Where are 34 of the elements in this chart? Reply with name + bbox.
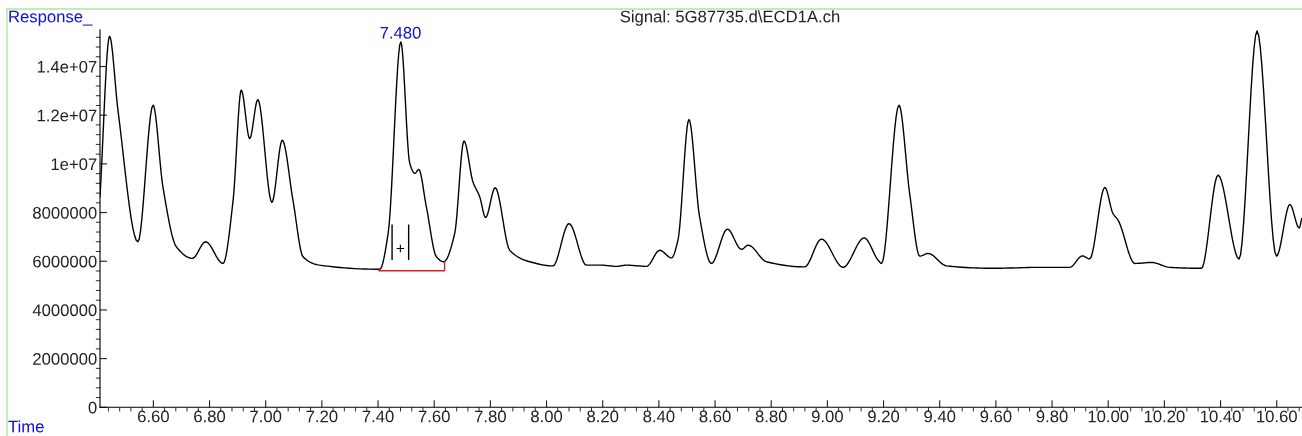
x-tick-label: 7.80	[475, 410, 506, 423]
x-tick-label: 7.20	[306, 410, 338, 423]
y-tick-label: 1.2e+07	[37, 109, 97, 122]
x-tick-label: 7.40	[362, 410, 394, 423]
x-tick-label: 9.00	[811, 410, 843, 423]
x-tick-label: 9.80	[1036, 410, 1068, 423]
annotation: 7.480	[380, 26, 421, 39]
y-tick-label: 1e+07	[51, 158, 97, 171]
chart-title: Signal: 5G87735.d\ECD1A.ch	[620, 10, 840, 26]
x-axis-title: Time	[8, 420, 44, 433]
x-tick-label: 6.60	[137, 410, 169, 423]
x-tick-label: 8.60	[699, 410, 731, 423]
annotation: +	[396, 244, 405, 253]
y-axis-title: Response_	[9, 10, 93, 26]
x-tick-label: 9.20	[868, 410, 900, 423]
x-tick-label: 8.20	[587, 410, 619, 423]
y-tick-label: 8000000	[33, 206, 97, 219]
x-tick-label: 10.40	[1200, 410, 1241, 423]
x-tick-label: 6.80	[194, 410, 226, 423]
y-tick-label: 0	[88, 401, 97, 414]
x-tick-label: 7.00	[250, 410, 282, 423]
x-tick-label: 7.60	[418, 410, 450, 423]
x-tick-label: 8.40	[643, 410, 675, 423]
x-tick-label: 8.80	[755, 410, 787, 423]
x-tick-label: 8.00	[531, 410, 563, 423]
x-tick-label: 10.60	[1257, 410, 1297, 423]
y-tick-label: 6000000	[33, 255, 97, 268]
x-tick-label: 9.40	[924, 410, 956, 423]
x-tick-label: 10.20	[1144, 410, 1185, 423]
y-tick-label: 4000000	[32, 304, 97, 317]
y-tick-label: 2000000	[33, 353, 97, 365]
x-tick-label: 10.00	[1088, 410, 1129, 423]
x-tick-label: 9.60	[980, 410, 1012, 423]
y-tick-label: 1.4e+07	[37, 60, 97, 73]
